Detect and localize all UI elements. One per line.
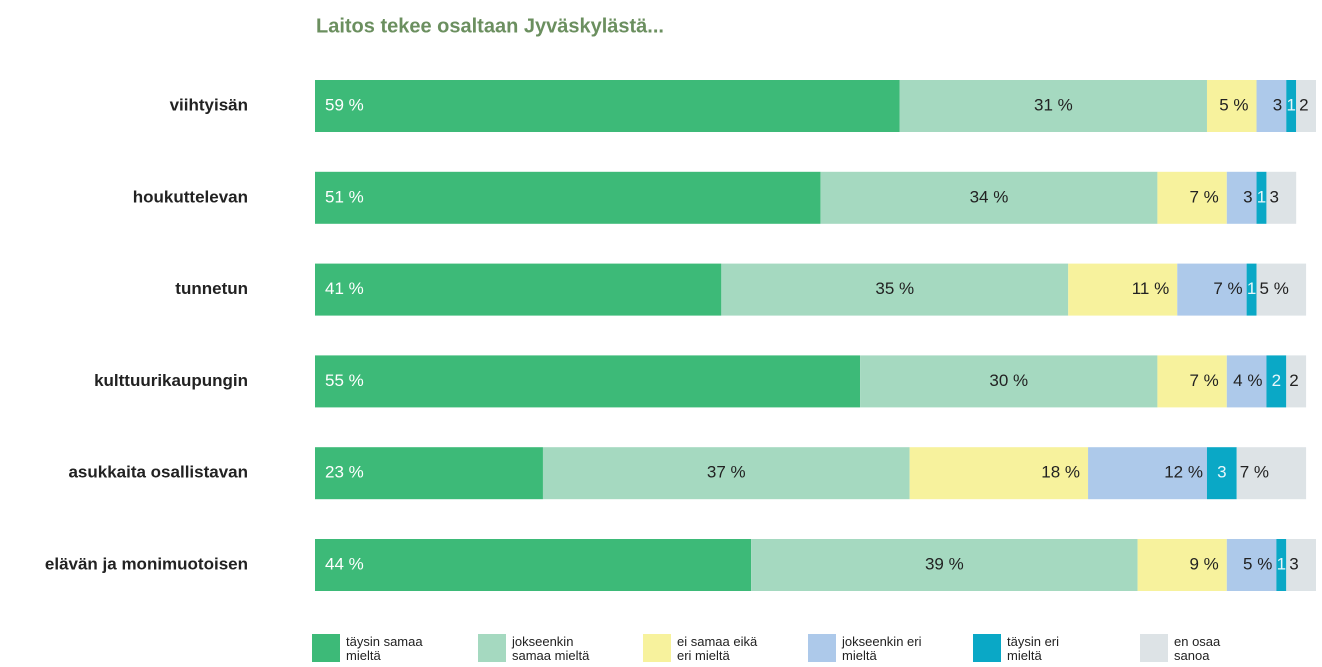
- legend-item: täysin eri mieltä: [973, 634, 1092, 663]
- bar-segment: [315, 80, 900, 132]
- value-label: 23 %: [325, 463, 364, 482]
- legend-item: jokseenkin eri mieltä: [808, 634, 927, 663]
- bar-segment: [1226, 355, 1267, 408]
- bar-segment: [1137, 539, 1227, 591]
- value-label: 3: [1217, 463, 1226, 482]
- bar-segment: [1236, 447, 1307, 500]
- bar-segment: [1226, 171, 1257, 224]
- value-label: 7 %: [1240, 463, 1269, 482]
- category-label: viihtyisän: [170, 95, 248, 114]
- bar-segment: [1276, 539, 1287, 591]
- value-label: 3: [1273, 95, 1282, 114]
- bar-segment: [1256, 263, 1307, 316]
- category-label: kulttuurikaupungin: [94, 371, 248, 390]
- value-label: 7 %: [1190, 187, 1219, 206]
- bar-segment: [721, 263, 1069, 316]
- bar-segment: [1068, 263, 1178, 316]
- value-label: 11 %: [1132, 279, 1170, 298]
- legend-label: jokseenkin eri mieltä: [842, 634, 922, 663]
- bar-segment: [1266, 171, 1297, 224]
- legend-label: ei samaa eikä eri mieltä: [677, 634, 758, 663]
- value-label: 1: [1286, 95, 1295, 114]
- value-label: 3: [1243, 187, 1252, 206]
- bar-segment: [1206, 80, 1257, 132]
- bar-segment: [315, 447, 543, 500]
- value-label: 44 %: [325, 554, 364, 573]
- value-label: 5 %: [1260, 279, 1289, 298]
- bar-segment: [1246, 263, 1257, 316]
- bar-segment: [1286, 80, 1297, 132]
- value-label: 37 %: [707, 463, 746, 482]
- value-label: 4 %: [1233, 371, 1262, 390]
- bar-segment: [751, 539, 1138, 591]
- legend-swatch: [973, 634, 1001, 662]
- value-label: 41 %: [325, 279, 364, 298]
- value-label: 2: [1299, 95, 1308, 114]
- category-label: houkuttelevan: [133, 187, 248, 206]
- legend-item: en osaa sanoa: [1140, 634, 1259, 663]
- bar-segment: [315, 263, 722, 316]
- value-label: 30 %: [989, 371, 1028, 390]
- category-label: elävän ja monimuotoisen: [45, 554, 248, 573]
- value-label: 9 %: [1190, 554, 1219, 573]
- bar-segment: [1177, 263, 1247, 316]
- value-label: 5 %: [1219, 95, 1248, 114]
- bar-segment: [1266, 355, 1287, 408]
- bar-segment: [1088, 447, 1207, 500]
- category-label: asukkaita osallistavan: [68, 463, 248, 482]
- value-label: 2: [1289, 371, 1298, 390]
- bar-segment: [1206, 447, 1237, 500]
- legend-item: jokseenkin samaa mieltä: [478, 634, 597, 663]
- bar-segment: [1296, 80, 1316, 132]
- value-label: 7 %: [1213, 279, 1242, 298]
- legend-swatch: [808, 634, 836, 662]
- category-label: tunnetun: [175, 279, 248, 298]
- legend-swatch: [478, 634, 506, 662]
- bar-segment: [820, 171, 1158, 224]
- chart-title: Laitos tekee osaltaan Jyväskylästä...: [316, 15, 664, 37]
- value-label: 59 %: [325, 95, 364, 114]
- value-label: 1: [1277, 554, 1286, 573]
- legend-label: en osaa sanoa: [1174, 634, 1221, 663]
- value-label: 55 %: [325, 371, 364, 390]
- value-label: 3: [1289, 554, 1298, 573]
- bar-segment: [899, 80, 1207, 132]
- value-label: 1: [1247, 279, 1256, 298]
- value-label: 3: [1269, 187, 1278, 206]
- legend-swatch: [312, 634, 340, 662]
- value-label: 5 %: [1243, 554, 1272, 573]
- legend-swatch: [643, 634, 671, 662]
- value-label: 31 %: [1034, 95, 1073, 114]
- legend-item: täysin samaa mieltä: [312, 634, 431, 663]
- bar-segment: [315, 539, 752, 591]
- value-label: 18 %: [1041, 463, 1080, 482]
- bar-segment: [909, 447, 1089, 500]
- bar-segment: [542, 447, 910, 500]
- value-label: 35 %: [875, 279, 914, 298]
- value-label: 51 %: [325, 187, 364, 206]
- bar-segment: [315, 355, 861, 408]
- bar-segment: [1286, 355, 1307, 408]
- value-label: 12 %: [1164, 463, 1203, 482]
- bar-segment: [1157, 171, 1227, 224]
- value-label: 39 %: [925, 554, 964, 573]
- legend-label: täysin samaa mieltä: [346, 634, 423, 663]
- bar-segment: [1226, 539, 1277, 591]
- legend-item: ei samaa eikä eri mieltä: [643, 634, 762, 663]
- value-label: 34 %: [970, 187, 1009, 206]
- bar-segment: [1286, 539, 1316, 591]
- legend-label: täysin eri mieltä: [1007, 634, 1060, 663]
- bar-segment: [315, 171, 821, 224]
- legend-swatch: [1140, 634, 1168, 662]
- bar-segment: [1256, 80, 1287, 132]
- value-label: 2: [1272, 371, 1281, 390]
- bar-segment: [1256, 171, 1267, 224]
- bar-segment: [860, 355, 1158, 408]
- value-label: 1: [1257, 187, 1266, 206]
- bar-segment: [1157, 355, 1227, 408]
- value-label: 7 %: [1190, 371, 1219, 390]
- legend-label: jokseenkin samaa mieltä: [512, 634, 590, 663]
